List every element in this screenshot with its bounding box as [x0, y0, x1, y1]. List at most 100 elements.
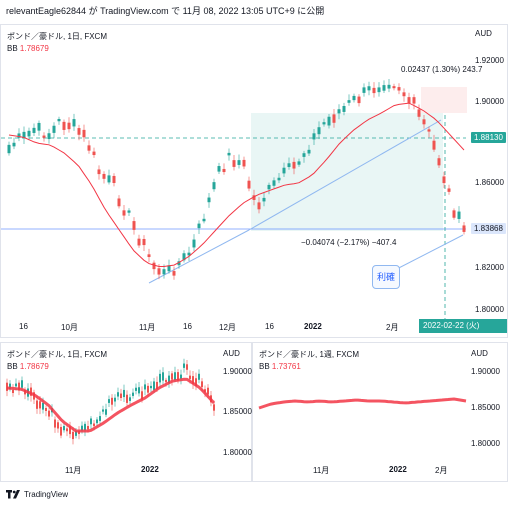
bl-candle — [207, 387, 209, 395]
bl-candle — [153, 381, 155, 390]
main-candle — [417, 109, 421, 117]
price-tag-top: 1.88130 — [471, 132, 506, 143]
bl-candle — [69, 426, 71, 435]
bl-candle — [36, 400, 38, 409]
bl-candle — [84, 423, 86, 431]
br-ytick-2: 1.80000 — [471, 439, 500, 448]
br-currency: AUD — [471, 349, 488, 358]
main-candle — [57, 118, 61, 122]
bl-candle — [90, 418, 92, 425]
main-candle — [77, 128, 81, 135]
bl-candle — [15, 383, 17, 387]
main-candle — [327, 116, 331, 126]
bottom-left-svg[interactable] — [1, 343, 253, 483]
bottom-left-panel[interactable]: ポンド／豪ドル, 1日, FXCM BB 1.78679 AUD 1.90000… — [0, 342, 252, 482]
main-candle — [172, 271, 176, 276]
footer-brand[interactable]: TradingView — [6, 490, 68, 499]
main-candle — [297, 161, 301, 165]
main-candle — [357, 96, 361, 104]
main-bb-label: BB — [7, 44, 18, 53]
main-candle — [32, 127, 36, 133]
main-candle — [247, 180, 251, 189]
callout-take-profit[interactable]: 利確 — [372, 265, 400, 289]
bl-candle — [108, 399, 110, 403]
main-candle — [127, 210, 131, 213]
bl-candle — [138, 387, 140, 394]
br-bb-line — [258, 397, 467, 410]
main-currency: AUD — [475, 29, 492, 38]
main-candle — [72, 119, 76, 127]
bl-candle — [99, 416, 101, 421]
bottom-right-panel[interactable]: ポンド／豪ドル, 1週, FXCM BB 1.73761 AUD 1.90000… — [252, 342, 508, 482]
bl-candle — [189, 375, 191, 379]
bl-candle — [54, 419, 56, 428]
bl-candle — [192, 376, 194, 384]
main-candle — [212, 182, 216, 190]
main-candle — [422, 119, 426, 125]
main-candle — [142, 238, 146, 246]
main-candle — [277, 177, 281, 181]
main-candle — [157, 268, 161, 275]
main-xtick-6: 2022 — [304, 322, 322, 331]
main-candle — [162, 269, 166, 275]
main-chart-svg[interactable] — [1, 25, 508, 339]
main-candle — [37, 122, 41, 131]
loss-zone — [421, 87, 467, 113]
main-candle — [322, 122, 326, 125]
main-candle — [197, 223, 201, 229]
main-xtick-4: 12月 — [219, 323, 236, 332]
bl-candle — [81, 425, 83, 431]
main-candle — [367, 86, 371, 91]
bl-candle — [6, 382, 8, 391]
bl-candle — [30, 387, 32, 396]
main-chart-panel[interactable]: ポンド／豪ドル, 1日, FXCM BB 1.78679 AUD 1.92000… — [0, 24, 508, 338]
main-candle — [352, 95, 356, 101]
measure-bottom: −0.04074 (−2.17%) −407.4 — [301, 238, 397, 247]
bl-candles — [6, 358, 215, 445]
bl-candle — [93, 423, 95, 427]
bl-candle — [75, 431, 77, 436]
main-candle — [257, 202, 261, 210]
main-candle — [182, 253, 186, 261]
bl-candle — [201, 381, 203, 388]
main-candle — [407, 97, 411, 104]
br-bb-label: BB — [259, 362, 270, 371]
main-candle — [272, 180, 276, 186]
main-xtick-3: 16 — [183, 322, 192, 331]
bl-xtick-0: 11月 — [65, 466, 82, 475]
main-ytick-2: 1.86000 — [475, 178, 504, 187]
main-candle — [312, 133, 316, 140]
main-candle — [302, 153, 306, 157]
main-symbol: ポンド／豪ドル, 1日, FXCM — [7, 32, 108, 41]
main-xtick-2: 11月 — [139, 323, 156, 332]
main-candle — [97, 169, 101, 175]
br-xtick-2: 2月 — [435, 466, 448, 475]
bottom-right-svg[interactable] — [253, 343, 508, 483]
main-candle — [62, 121, 66, 130]
main-candle — [132, 221, 136, 230]
main-ytick-4: 1.80000 — [475, 305, 504, 314]
bl-candle — [45, 407, 47, 411]
main-ytick-0: 1.92000 — [475, 56, 504, 65]
bl-candle — [87, 425, 89, 430]
bl-symbol: ポンド／豪ドル, 1日, FXCM — [7, 350, 108, 359]
main-candle — [337, 109, 341, 114]
main-bb-value: 1.78679 — [19, 44, 49, 53]
footer-brand-label: TradingView — [24, 490, 69, 499]
br-xtick-0: 11月 — [313, 466, 330, 475]
tradingview-logo-icon — [6, 490, 20, 499]
main-candle — [282, 167, 286, 174]
bl-candle — [135, 387, 137, 391]
bl-bb-legend: BB 1.78679 — [7, 362, 49, 371]
main-candle — [87, 145, 91, 151]
bl-candle — [183, 363, 185, 368]
main-candle — [347, 100, 351, 103]
main-candle — [372, 87, 376, 94]
bl-candle — [165, 379, 167, 383]
main-candle — [102, 173, 106, 179]
main-candle — [227, 152, 231, 156]
main-candle — [232, 160, 236, 167]
main-candle — [387, 84, 391, 89]
bl-ytick-0: 1.90000 — [223, 367, 252, 376]
main-xtick-0: 16 — [19, 322, 28, 331]
